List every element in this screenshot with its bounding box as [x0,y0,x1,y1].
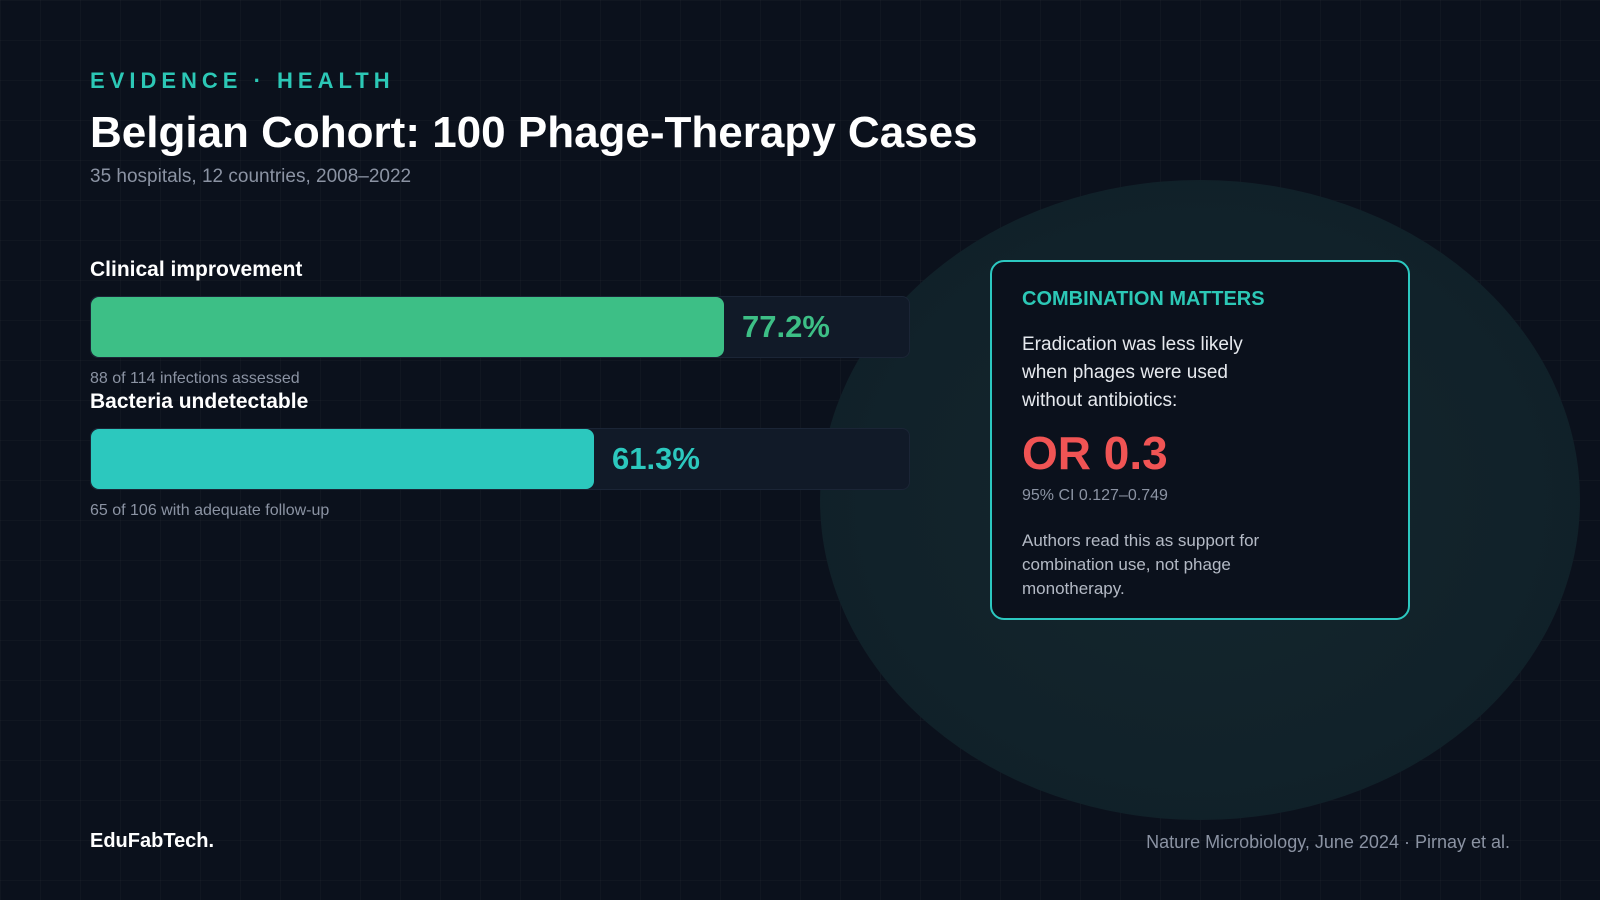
card-text: Eradication was less likely when phages … [1022,334,1243,411]
progress-track: 77.2% [90,296,910,358]
progress-fill [91,429,594,489]
source-citation: Nature Microbiology, June 2024 · Pirnay … [1146,832,1510,852]
metric-note: 65 of 106 with adequate follow-up [90,502,330,519]
confidence-interval: 95% CI 0.127–0.749 [1022,487,1168,504]
metric-note: 88 of 114 infections assessed [90,370,300,387]
progress-fill [91,297,724,357]
odds-ratio-value: OR 0.3 [1022,427,1168,479]
page-subtitle: 35 hospitals, 12 countries, 2008–2022 [90,166,412,187]
metric-label: Bacteria undetectable [90,390,309,413]
brand-logo: EduFabTech. [90,830,215,852]
eyebrow-label: EVIDENCE · HEALTH [90,68,395,93]
progress-track: 61.3% [90,428,910,490]
metric-bacteria-undetectable: Bacteria undetectable 61.3% 65 of 106 wi… [90,390,910,520]
metric-value: 61.3% [612,441,700,476]
combination-card: COMBINATION MATTERS Eradication was less… [990,260,1410,620]
card-footnote: Authors read this as support for combina… [1022,531,1260,598]
metric-label: Clinical improvement [90,258,303,281]
card-title: COMBINATION MATTERS [1022,288,1265,310]
metric-clinical-improvement: Clinical improvement 77.2% 88 of 114 inf… [90,258,910,388]
page-title: Belgian Cohort: 100 Phage-Therapy Cases [90,108,978,157]
metric-value: 77.2% [742,309,830,344]
